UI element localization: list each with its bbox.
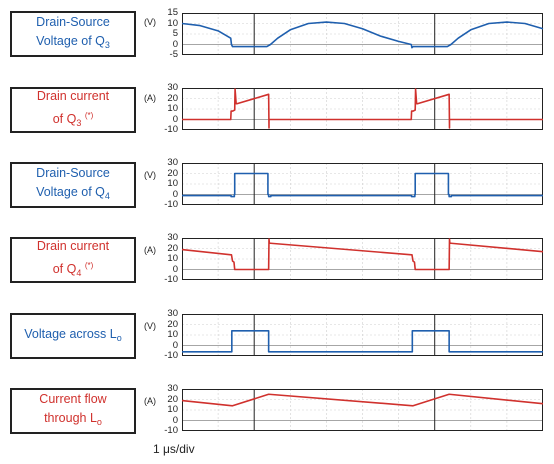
unit-label: (A) bbox=[144, 245, 156, 255]
tick-label: -10 bbox=[164, 274, 178, 285]
label-subscript: 4 bbox=[104, 191, 110, 201]
tick-label: 10 bbox=[167, 329, 178, 340]
label-subscript: 3 bbox=[76, 118, 82, 128]
tick-label: 30 bbox=[167, 82, 178, 93]
tick-label: -10 bbox=[164, 425, 178, 436]
plot-id-q3 bbox=[182, 88, 543, 130]
label-vds-q4: Drain-Source Voltage of Q4 bbox=[10, 162, 136, 208]
label-vds-q3: Drain-Source Voltage of Q3 bbox=[10, 11, 136, 57]
label-subscript: 4 bbox=[76, 268, 82, 278]
label-footnote-mark: (*) bbox=[84, 261, 94, 270]
waveform-line bbox=[181, 238, 544, 271]
tick-label: 15 bbox=[167, 7, 178, 18]
tick-label: 30 bbox=[167, 157, 178, 168]
unit-label: (V) bbox=[144, 170, 156, 180]
plot-vds-q4 bbox=[182, 163, 543, 205]
label-line2: of Q bbox=[52, 112, 77, 126]
waveform-line bbox=[182, 172, 543, 198]
plot-i-lo bbox=[181, 389, 544, 431]
waveform-line bbox=[182, 329, 543, 353]
tick-label: -10 bbox=[164, 199, 178, 210]
tick-label: 0 bbox=[172, 263, 178, 275]
label-line2: of Q bbox=[52, 262, 77, 276]
tick-label: 30 bbox=[167, 308, 178, 319]
label-line1: Drain-Source bbox=[36, 166, 110, 180]
label-footnote-mark: (*) bbox=[84, 111, 94, 120]
tick-label: 30 bbox=[167, 383, 178, 394]
tick-label: 0 bbox=[172, 414, 178, 426]
label-line1: Drain current bbox=[36, 89, 110, 103]
tick-label: 30 bbox=[167, 232, 178, 243]
waveform-line bbox=[181, 393, 544, 407]
label-subscript: 3 bbox=[104, 40, 110, 50]
tick-label: 0 bbox=[172, 188, 178, 200]
tick-label: -5 bbox=[169, 49, 178, 60]
unit-label: (V) bbox=[144, 321, 156, 331]
tick-label: 10 bbox=[167, 404, 178, 415]
tick-label: 10 bbox=[167, 17, 178, 29]
plot-v-lo bbox=[182, 314, 543, 356]
plot-frame bbox=[182, 163, 543, 205]
label-line1: Voltage across L bbox=[24, 326, 117, 341]
tick-label: 0 bbox=[172, 113, 178, 125]
label-subscript: o bbox=[96, 417, 102, 427]
tick-label: 20 bbox=[167, 167, 178, 179]
label-line1: Current flow bbox=[39, 392, 107, 406]
tick-label: 20 bbox=[167, 92, 178, 104]
plot-vds-q3 bbox=[181, 13, 544, 55]
label-line1: Drain-Source bbox=[36, 15, 110, 29]
label-subscript: o bbox=[116, 332, 122, 343]
tick-label: 10 bbox=[167, 253, 178, 264]
label-line2: Voltage of Q bbox=[36, 185, 105, 199]
plot-id-q4 bbox=[181, 238, 544, 280]
label-line1: Drain current bbox=[36, 239, 110, 253]
tick-label: 10 bbox=[167, 178, 178, 189]
label-id-q3: Drain current of Q3 (*) bbox=[10, 87, 136, 133]
plot-frame bbox=[182, 238, 543, 280]
plot-frame bbox=[182, 314, 543, 356]
tick-label: 0 bbox=[172, 339, 178, 351]
plot-frame bbox=[182, 13, 543, 55]
label-line2: through L bbox=[44, 411, 97, 425]
tick-label: -10 bbox=[164, 124, 178, 135]
tick-label: 0 bbox=[172, 38, 178, 50]
tick-label: -10 bbox=[164, 350, 178, 361]
label-i-lo: Current flow through Lo bbox=[10, 388, 136, 434]
plot-frame bbox=[182, 389, 543, 431]
waveform-line bbox=[182, 88, 543, 129]
tick-label: 20 bbox=[167, 318, 178, 330]
tick-label: 20 bbox=[167, 242, 178, 254]
tick-label: 20 bbox=[167, 393, 178, 405]
label-id-q4: Drain current of Q4 (*) bbox=[10, 237, 136, 283]
time-scale-label: 1 μs/div bbox=[153, 442, 195, 456]
unit-label: (A) bbox=[144, 93, 156, 103]
tick-label: 5 bbox=[172, 28, 178, 39]
tick-label: 10 bbox=[167, 103, 178, 114]
label-v-lo: Voltage across Lo bbox=[10, 313, 136, 359]
unit-label: (A) bbox=[144, 396, 156, 406]
label-line2: Voltage of Q bbox=[36, 34, 105, 48]
unit-label: (V) bbox=[144, 17, 156, 27]
waveform-line bbox=[181, 21, 544, 49]
plot-frame bbox=[182, 88, 543, 130]
